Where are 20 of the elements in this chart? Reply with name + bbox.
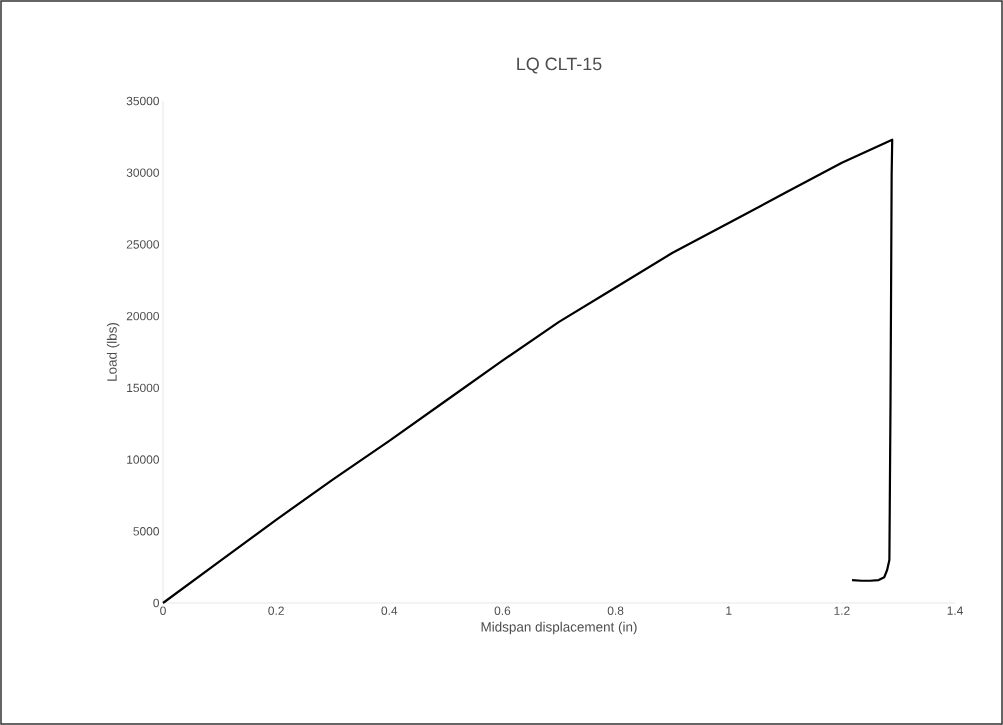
y-tick-label: 5000 — [133, 527, 160, 536]
y-tick-label: 30000 — [126, 168, 160, 177]
y-tick-label: 0 — [153, 598, 160, 608]
x-tick-label: 0.8 — [607, 606, 624, 615]
x-tick-label: 0.6 — [494, 606, 511, 615]
y-tick-label: 15000 — [127, 383, 160, 393]
x-tick-label: 1.2 — [834, 606, 850, 615]
y-tick-label: 20000 — [126, 311, 160, 321]
y-tick-label: 10000 — [127, 455, 160, 464]
x-axis-title: Midspan displacement (in) — [481, 621, 637, 635]
x-tick-label: 0.2 — [268, 606, 284, 615]
x-tick-label: 1 — [726, 606, 732, 615]
x-tick-label: 0.4 — [381, 606, 398, 615]
y-tick-label: 35000 — [126, 96, 160, 106]
chart-title: LQ CLT-15 — [517, 57, 602, 74]
y-axis-title: Load (lbs) — [106, 322, 120, 381]
x-tick-label: 1.4 — [947, 606, 963, 615]
y-tick-label: 25000 — [126, 240, 160, 249]
line-series — [161, 138, 894, 605]
x-tick-label: 0 — [160, 606, 166, 615]
